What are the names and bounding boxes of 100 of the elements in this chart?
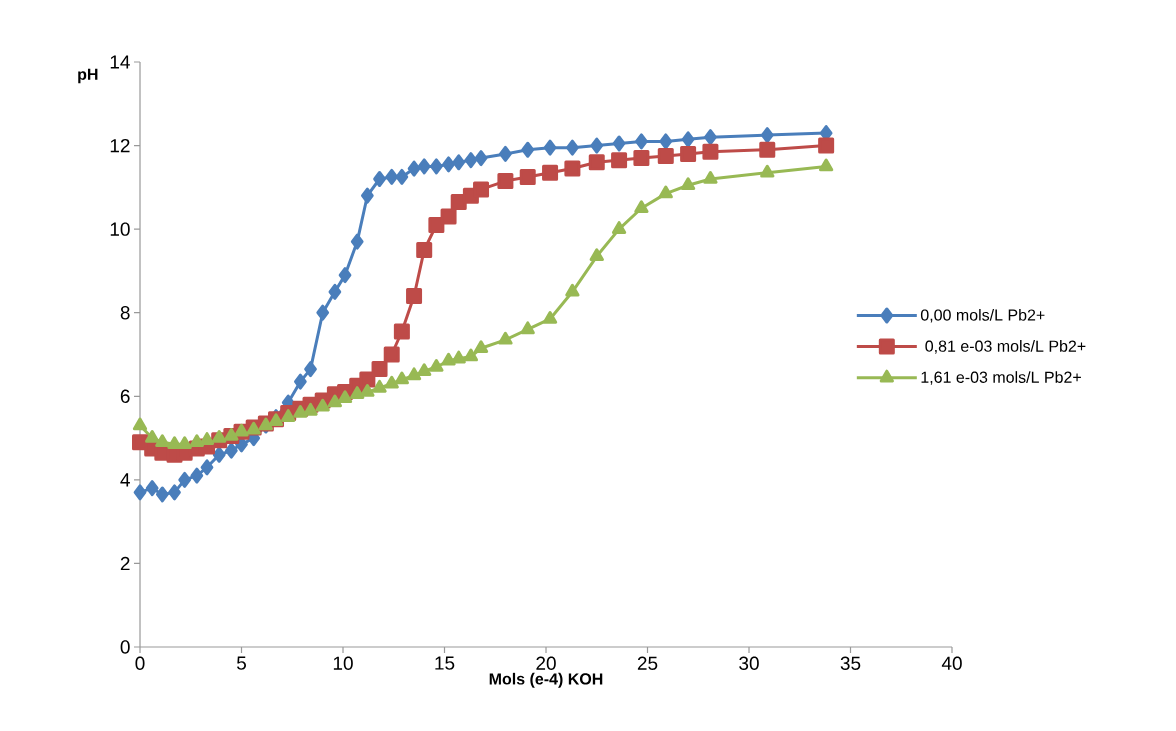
point: [463, 348, 479, 362]
point: [155, 434, 170, 447]
point: [373, 170, 386, 187]
point: [589, 248, 604, 262]
point: [393, 323, 410, 340]
point: [759, 141, 776, 158]
point: [566, 139, 579, 156]
point: [327, 394, 343, 408]
point: [328, 283, 342, 300]
point: [407, 160, 421, 177]
point: [659, 133, 673, 150]
point: [304, 361, 317, 378]
point: [633, 150, 650, 167]
point: [818, 137, 835, 154]
point: [703, 170, 718, 184]
y-tick-label: 10: [110, 222, 130, 236]
x-tick-label: 30: [739, 656, 759, 670]
point: [360, 187, 374, 204]
point: [543, 139, 557, 156]
point: [303, 402, 318, 416]
point: [473, 340, 489, 353]
point: [428, 216, 445, 233]
point: [417, 363, 432, 376]
point: [702, 143, 719, 160]
point: [635, 133, 648, 150]
point: [611, 152, 628, 169]
point: [200, 459, 214, 476]
point: [189, 434, 204, 447]
point: [385, 168, 399, 185]
point: [760, 164, 775, 178]
point: [281, 409, 296, 422]
point: [440, 208, 457, 225]
point: [473, 181, 490, 198]
point: [451, 350, 466, 364]
point: [498, 331, 513, 345]
point: [406, 287, 423, 304]
y-tick-label: 12: [110, 138, 130, 153]
point: [429, 359, 444, 372]
legend-label: 0,81 e-03 mols/L Pb2+: [925, 340, 1086, 354]
point: [452, 154, 466, 171]
x-tick-label: 25: [637, 656, 658, 670]
point: [337, 390, 353, 404]
point: [212, 430, 227, 443]
point: [634, 200, 649, 213]
point: [145, 480, 159, 497]
y-tick-label: 8: [120, 305, 130, 320]
y-tick-label: 2: [120, 556, 130, 571]
x-tick-label: 0: [135, 656, 145, 670]
point: [442, 156, 455, 173]
point: [338, 267, 352, 284]
point: [521, 141, 535, 158]
point: [474, 150, 488, 167]
point: [394, 371, 410, 385]
point: [199, 432, 215, 445]
point: [132, 417, 148, 431]
x-tick-label: 35: [840, 656, 861, 670]
point: [542, 164, 559, 181]
point: [497, 173, 514, 190]
x-tick-label: 5: [236, 656, 246, 670]
point: [168, 484, 181, 501]
point: [564, 160, 581, 177]
point: [360, 384, 375, 397]
point: [760, 127, 774, 144]
point: [519, 168, 536, 185]
x-tick-label: 10: [333, 656, 353, 670]
point: [464, 152, 478, 169]
y-axis-title: pH: [78, 68, 98, 84]
legend-label: 1,61 e-03 mols/L Pb2+: [921, 371, 1081, 385]
point: [680, 177, 696, 191]
point: [611, 221, 627, 234]
point: [350, 386, 365, 399]
point: [416, 242, 433, 259]
x-axis-title: Mols (e-4) KOH: [489, 672, 603, 688]
point: [657, 148, 674, 165]
y-tick-label: 4: [120, 473, 130, 487]
y-tick-label: 14: [110, 55, 130, 69]
point: [680, 145, 697, 162]
point: [383, 346, 400, 363]
point: [704, 129, 717, 146]
point: [372, 379, 387, 393]
point: [167, 436, 182, 450]
x-tick-label: 15: [435, 656, 455, 670]
point: [371, 361, 388, 378]
x-tick-label: 40: [941, 656, 962, 670]
point: [612, 135, 626, 152]
point: [499, 145, 512, 162]
point: [520, 321, 535, 335]
point: [430, 158, 443, 175]
y-tick-label: 0: [120, 640, 130, 654]
point: [293, 404, 308, 418]
point: [588, 154, 605, 171]
point: [178, 471, 192, 488]
point: [681, 131, 695, 148]
point: [190, 467, 204, 484]
point: [819, 158, 834, 172]
point: [316, 304, 330, 321]
point: [145, 430, 160, 443]
point: [315, 398, 330, 412]
point: [155, 486, 169, 503]
point: [590, 137, 604, 154]
